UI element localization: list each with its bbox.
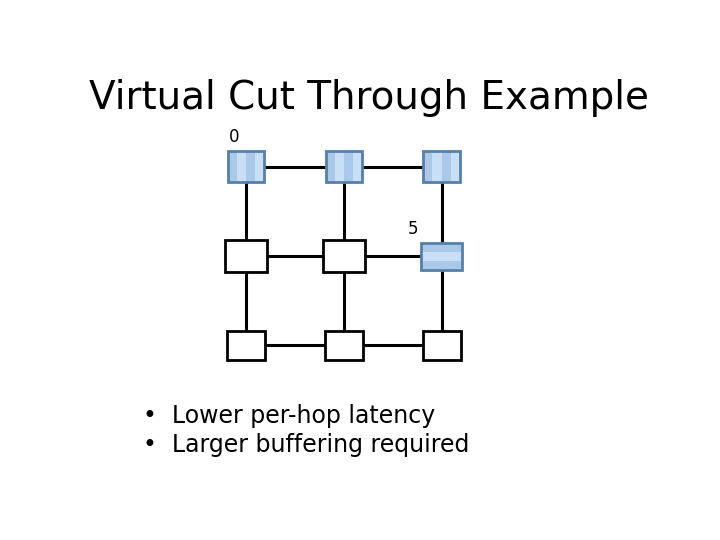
Text: Virtual Cut Through Example: Virtual Cut Through Example <box>89 79 649 117</box>
Bar <box>246 151 256 183</box>
Text: •  Larger buffering required: • Larger buffering required <box>143 433 469 457</box>
Bar <box>423 151 459 183</box>
Bar <box>353 151 362 183</box>
Text: •  Lower per-hop latency: • Lower per-hop latency <box>143 404 436 428</box>
Bar <box>420 242 462 269</box>
Bar <box>420 242 462 252</box>
Bar <box>344 151 353 183</box>
Bar <box>423 151 433 183</box>
Bar <box>420 252 462 261</box>
Bar <box>237 151 246 183</box>
Text: 0: 0 <box>229 128 240 146</box>
Text: 5: 5 <box>408 220 418 238</box>
Bar <box>228 151 264 183</box>
Bar <box>225 240 267 272</box>
Bar <box>325 151 362 183</box>
Bar <box>228 151 264 183</box>
Bar <box>451 151 459 183</box>
Bar <box>256 151 264 183</box>
Bar <box>228 151 237 183</box>
Bar <box>423 151 459 183</box>
Bar <box>325 332 363 360</box>
Bar <box>325 151 362 183</box>
Bar <box>423 332 461 360</box>
Bar <box>323 240 365 272</box>
Bar <box>325 151 335 183</box>
Bar <box>420 242 462 269</box>
Bar <box>228 332 265 360</box>
Bar <box>420 261 462 269</box>
Bar <box>335 151 344 183</box>
Bar <box>441 151 451 183</box>
Bar <box>433 151 441 183</box>
